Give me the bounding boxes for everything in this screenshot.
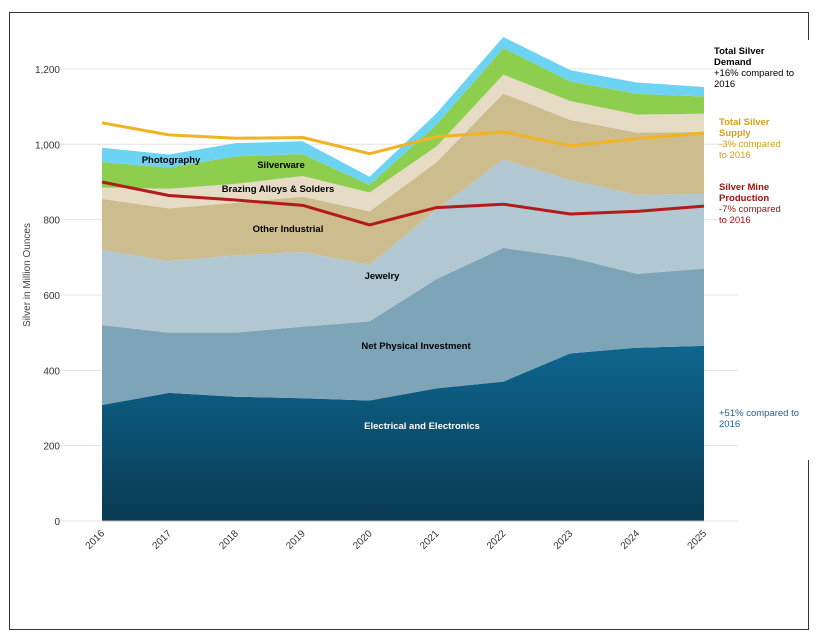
annotation-panel: [708, 40, 826, 460]
series-label: Other Industrial: [253, 224, 324, 235]
annotation-total-demand-text: +16% compared to 2016: [714, 68, 795, 90]
annotation-electrical-text: +51% compared to 2016: [719, 408, 800, 430]
series-label: Brazing Alloys & Solders: [222, 184, 335, 195]
x-tick-label: 2020: [351, 528, 375, 552]
annotation-mine-production: Silver Mine Production -7% compared to 2…: [719, 182, 819, 226]
annotation-total-supply-title: Total Silver Supply: [719, 117, 770, 139]
x-tick-label: 2022: [485, 528, 509, 552]
series-label: Jewelry: [365, 271, 401, 282]
y-tick-label: 1,000: [35, 140, 60, 151]
annotation-total-demand-title: Total Silver Demand: [714, 46, 765, 68]
series-label: Electrical and Electronics: [364, 421, 480, 432]
y-tick-label: 800: [43, 216, 60, 227]
y-tick-label: 600: [43, 291, 60, 302]
line-total-silver-supply: [101, 121, 705, 156]
series-label: Net Physical Investment: [361, 341, 471, 352]
y-tick-label: 200: [43, 442, 60, 453]
series-label: Photography: [142, 155, 201, 166]
line-silver-mine-production: [101, 180, 705, 227]
area-photography: [102, 36, 704, 185]
area-silverware: [102, 48, 704, 193]
x-tick-label: 2025: [686, 528, 710, 552]
x-tick-label: 2017: [150, 528, 174, 552]
y-tick-label: 400: [43, 366, 60, 377]
annotation-electrical: +51% compared to 2016: [719, 408, 819, 430]
annotation-total-supply-text: -3% compared to 2016: [719, 139, 781, 161]
x-tick-label: 2023: [552, 528, 576, 552]
area-other-industrial: [102, 93, 704, 265]
area-electrical-and-electronics: [102, 345, 704, 521]
x-tick-label: 2021: [418, 528, 442, 552]
x-tick-label: 2019: [284, 528, 308, 552]
x-tick-label: 2016: [84, 528, 108, 552]
annotation-mine-production-title: Silver Mine Production: [719, 182, 770, 204]
x-tick-label: 2018: [217, 528, 241, 552]
x-tick-label: 2024: [619, 528, 643, 552]
series-label: Silverware: [257, 160, 305, 171]
y-tick-label: 1,200: [35, 65, 60, 76]
area-jewelry: [102, 159, 704, 333]
y-axis-title: Silver in Million Ounces: [22, 223, 33, 327]
y-tick-label: 0: [54, 517, 60, 528]
annotation-total-supply: Total Silver Supply -3% compared to 2016: [719, 117, 819, 161]
area-net-physical-investment: [102, 247, 704, 405]
area-brazing-alloys-solders: [102, 74, 704, 212]
annotation-mine-production-text: -7% compared to 2016: [719, 204, 781, 226]
annotation-total-demand: Total Silver Demand +16% compared to 201…: [714, 46, 824, 90]
